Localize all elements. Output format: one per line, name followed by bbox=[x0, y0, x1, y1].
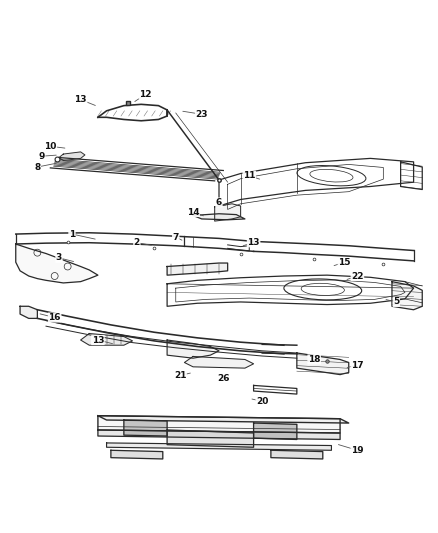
Polygon shape bbox=[124, 420, 167, 436]
Text: 5: 5 bbox=[393, 297, 399, 306]
Text: 13: 13 bbox=[92, 335, 104, 344]
Polygon shape bbox=[271, 450, 323, 459]
Text: 20: 20 bbox=[256, 397, 268, 406]
Polygon shape bbox=[59, 152, 85, 160]
Text: 23: 23 bbox=[195, 110, 208, 119]
Text: 3: 3 bbox=[56, 253, 62, 262]
Polygon shape bbox=[111, 450, 163, 459]
Polygon shape bbox=[167, 340, 219, 358]
Text: 14: 14 bbox=[187, 207, 199, 216]
Text: 6: 6 bbox=[216, 198, 222, 207]
Text: 8: 8 bbox=[34, 163, 40, 172]
Text: 1: 1 bbox=[69, 230, 75, 239]
Text: 26: 26 bbox=[217, 375, 230, 383]
Text: 15: 15 bbox=[338, 257, 351, 266]
Text: 13: 13 bbox=[247, 238, 260, 247]
Text: 16: 16 bbox=[49, 313, 61, 322]
Polygon shape bbox=[193, 214, 245, 220]
Polygon shape bbox=[81, 334, 133, 345]
Text: 9: 9 bbox=[39, 152, 45, 161]
Text: 22: 22 bbox=[351, 271, 364, 280]
Polygon shape bbox=[167, 430, 254, 447]
Polygon shape bbox=[98, 416, 340, 433]
Polygon shape bbox=[106, 443, 332, 450]
Polygon shape bbox=[98, 430, 340, 440]
Polygon shape bbox=[297, 353, 349, 375]
Polygon shape bbox=[215, 204, 240, 221]
Text: 21: 21 bbox=[174, 371, 186, 380]
Text: 12: 12 bbox=[139, 90, 152, 99]
Polygon shape bbox=[392, 281, 422, 310]
Text: 13: 13 bbox=[74, 95, 87, 104]
Text: 18: 18 bbox=[308, 355, 320, 364]
Polygon shape bbox=[184, 357, 254, 368]
Text: 10: 10 bbox=[44, 142, 57, 151]
Text: 7: 7 bbox=[173, 232, 179, 241]
Polygon shape bbox=[167, 263, 228, 275]
Polygon shape bbox=[20, 306, 37, 318]
Polygon shape bbox=[98, 416, 349, 423]
Text: 17: 17 bbox=[351, 361, 364, 369]
Polygon shape bbox=[16, 244, 98, 283]
Text: 2: 2 bbox=[134, 238, 140, 247]
Text: 19: 19 bbox=[351, 446, 364, 455]
Polygon shape bbox=[254, 423, 297, 440]
Text: 11: 11 bbox=[243, 171, 255, 180]
